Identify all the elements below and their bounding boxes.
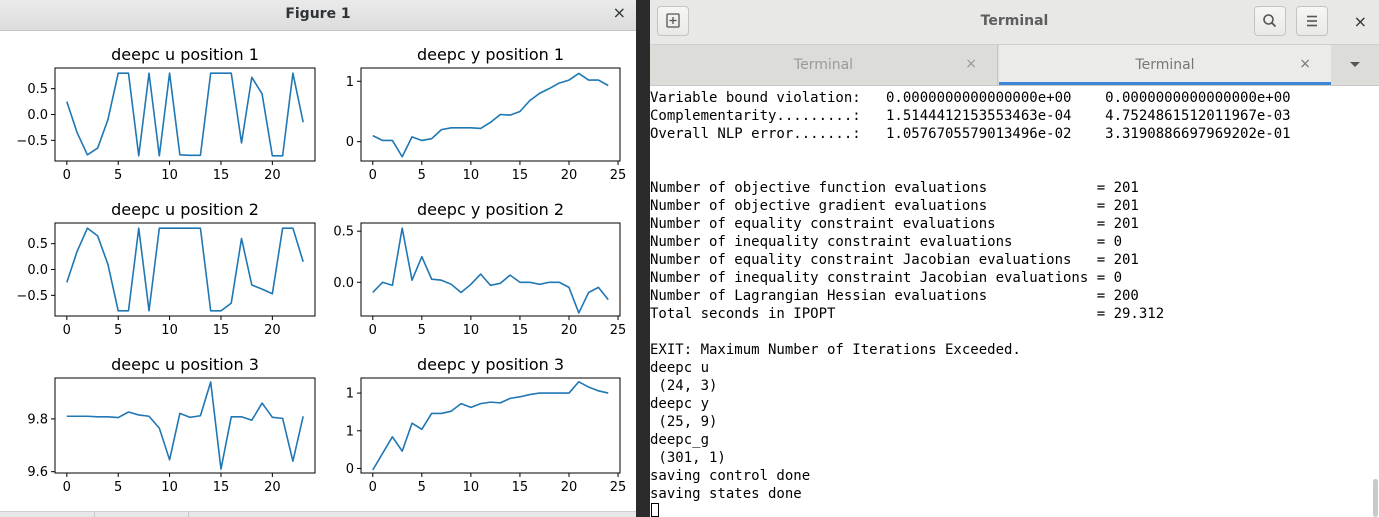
x-tick-label: 0 [369,480,377,495]
y-tick-label: 0.5 [333,225,354,240]
subplot-axes-frame [360,222,621,317]
x-tick-label: 25 [610,323,627,338]
x-tick-label: 5 [114,480,122,495]
x-tick-label: 20 [264,480,281,495]
x-tick-label: 10 [161,168,178,183]
subplot-title: deepc u position 2 [111,200,259,219]
figure-window: Figure 1 × deepc u position 1 0 5 10 15 20 0.5… [0,0,636,517]
terminal-headerbar[interactable]: Terminal × [650,0,1379,45]
x-tick-label: 15 [213,323,230,338]
tab-close-button[interactable]: × [965,56,977,72]
subplot-axes-frame [360,67,621,162]
terminal-scrollbar[interactable] [1373,479,1378,517]
hamburger-menu-icon [1307,15,1317,27]
y-tick-label: 0 [346,462,354,477]
x-tick-label: 10 [161,480,178,495]
x-tick-label: 10 [463,323,480,338]
search-button[interactable] [1254,6,1286,36]
y-tick-label: 0.0 [27,263,48,278]
x-tick-label: 10 [463,168,480,183]
subplot-title: deepc y position 2 [417,200,564,219]
x-tick-label: 5 [114,323,122,338]
x-tick-label: 20 [264,168,281,183]
tab-list-dropdown-button[interactable] [1331,45,1379,85]
tab-label: Terminal [1135,57,1195,73]
window-gap [636,0,650,517]
new-tab-button[interactable] [657,6,689,36]
toolbar-separator [188,512,189,517]
search-icon [1263,14,1277,28]
x-tick-label: 10 [463,480,480,495]
data-series-line [372,380,609,471]
subplot-axes-frame [360,377,621,474]
y-tick-label: 0 [346,135,354,150]
toolbar-separator [94,512,95,517]
y-tick-label: 1 [346,75,354,90]
x-tick-label: 5 [418,480,426,495]
chevron-down-icon [1350,62,1360,67]
tab-label: Terminal [793,57,854,73]
tab-bar: Terminal × Terminal × [650,45,1379,86]
y-tick-label: −0.5 [16,134,48,149]
subplot-title: deepc u position 3 [111,355,259,374]
x-tick-label: 0 [369,323,377,338]
data-series-line [66,381,304,470]
x-tick-label: 20 [561,480,578,495]
subplot-axes-frame [54,377,316,474]
new-tab-icon [666,13,680,28]
x-tick-label: 15 [512,480,529,495]
terminal-output: Variable bound violation: 0.000000000000… [650,90,1291,502]
terminal-close-button[interactable]: × [1353,12,1367,31]
subplot-axes-frame [54,67,316,162]
x-tick-label: 0 [63,323,71,338]
x-tick-label: 15 [213,168,230,183]
tab-terminal-1[interactable]: Terminal × [650,45,998,85]
x-tick-label: 10 [161,323,178,338]
figure-title: Figure 1 [285,6,351,22]
x-tick-label: 25 [610,480,627,495]
subplot-title: deepc u position 1 [111,45,259,64]
x-tick-label: 5 [418,323,426,338]
figure-toolbar [0,511,636,517]
y-tick-label: 9.6 [27,465,48,480]
data-series-line [372,227,609,314]
active-tab-indicator [999,82,1331,85]
terminal-cursor [651,503,659,517]
x-tick-label: 15 [512,168,529,183]
x-tick-label: 20 [561,168,578,183]
y-tick-label: 0.5 [27,237,48,252]
x-tick-label: 20 [561,323,578,338]
y-tick-label: 1 [346,424,354,439]
y-tick-label: −0.5 [16,289,48,304]
data-series-line [66,72,304,157]
tab-terminal-2[interactable]: Terminal × [999,45,1331,85]
y-tick-label: 9.8 [27,412,48,427]
figure-close-button[interactable]: × [612,3,626,22]
data-series-line [372,72,609,158]
menu-button[interactable] [1296,6,1328,36]
figure-titlebar[interactable]: Figure 1 × [0,0,636,31]
y-tick-label: 0.0 [27,108,48,123]
x-tick-label: 0 [369,168,377,183]
data-series-line [66,227,304,312]
subplot-title: deepc y position 1 [417,45,564,64]
x-tick-label: 0 [63,480,71,495]
x-tick-label: 0 [63,168,71,183]
terminal-window: Terminal × Terminal × Terminal × [650,0,1379,517]
x-tick-label: 5 [418,168,426,183]
subplot-title: deepc y position 3 [417,355,564,374]
y-tick-label: 1 [346,387,354,402]
x-tick-label: 15 [512,323,529,338]
x-tick-label: 15 [213,480,230,495]
terminal-output-area[interactable]: Variable bound violation: 0.000000000000… [650,86,1379,517]
y-tick-label: 0.5 [27,82,48,97]
x-tick-label: 5 [114,168,122,183]
tab-close-button[interactable]: × [1299,56,1311,72]
terminal-title: Terminal [980,13,1049,29]
figure-canvas: deepc u position 10 5 10 15 200.50.0−0.5deep… [16,45,627,495]
y-tick-label: 0.0 [333,276,354,291]
x-tick-label: 20 [264,323,281,338]
x-tick-label: 25 [610,168,627,183]
